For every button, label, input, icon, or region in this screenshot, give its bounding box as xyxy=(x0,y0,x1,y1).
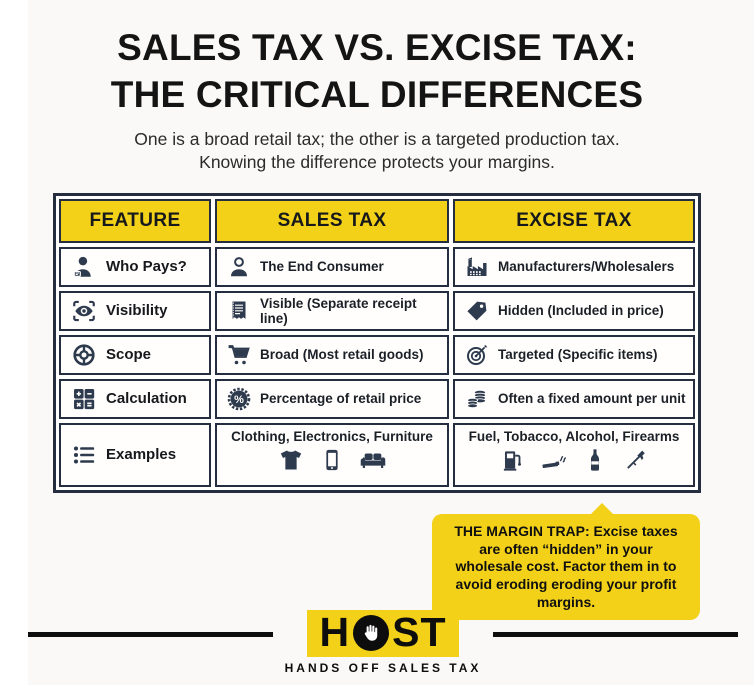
feature-label: Calculation xyxy=(106,390,187,408)
excise-example-icons xyxy=(500,447,649,473)
excise-cell-visibility: Hidden (Included in price) xyxy=(453,290,695,331)
logo-letter-h: H xyxy=(319,609,351,655)
target-icon xyxy=(467,344,488,365)
feature-label: Examples xyxy=(106,446,177,464)
excise-value: Fuel, Tobacco, Alcohol, Firearms xyxy=(468,428,680,444)
sales-value: The End Consumer xyxy=(260,259,384,275)
excise-cell-calculation: Often a fixed amount per unit xyxy=(453,378,695,419)
receipt-icon xyxy=(232,301,246,319)
logo-o-circle xyxy=(353,614,390,651)
excise-value: Targeted (Specific items) xyxy=(498,347,658,363)
title-line-1: SALES TAX VS. EXCISE TAX: xyxy=(117,27,637,68)
visibility-icon xyxy=(73,300,95,322)
margin-trap-callout: THE MARGIN TRAP: Excise taxes are often … xyxy=(432,503,700,621)
page-title: SALES TAX VS. EXCISE TAX: THE CRITICAL D… xyxy=(40,24,714,119)
subtitle-line-2: Knowing the difference protects your mar… xyxy=(199,152,555,173)
column-header-excise-tax: EXCISE TAX xyxy=(453,198,695,243)
lifering-icon xyxy=(73,344,95,366)
subtitle-line-1: One is a broad retail tax; the other is … xyxy=(134,128,620,149)
sales-cell-who-pays: The End Consumer xyxy=(215,246,449,287)
feature-cell-visibility: Visibility xyxy=(59,290,211,331)
sales-example-icons xyxy=(278,447,386,473)
footer-rule-left xyxy=(28,632,273,638)
hand-icon xyxy=(364,624,378,641)
user-icon xyxy=(73,256,91,277)
excise-cell-who-pays: Manufacturers/Wholesalers xyxy=(453,246,695,287)
excise-value: Often a fixed amount per unit xyxy=(498,391,686,407)
sales-cell-examples: Clothing, Electronics, Furniture xyxy=(215,422,449,487)
calculator-icon xyxy=(74,389,95,410)
logo-tagline: HANDS OFF SALES TAX xyxy=(284,661,482,676)
feature-cell-examples: Examples xyxy=(59,422,211,487)
footer: H ST HANDS OFF SALES TAX xyxy=(28,610,738,675)
comparison-table: FEATURE SALES TAX EXCISE TAX Who Pays? T… xyxy=(53,192,701,493)
bottle-icon xyxy=(590,449,599,471)
gaspump-icon xyxy=(503,451,521,471)
footer-rule-right xyxy=(493,632,738,638)
excise-value: Manufacturers/Wholesalers xyxy=(498,259,675,275)
feature-label: Scope xyxy=(106,346,152,364)
host-logo-box: H ST xyxy=(307,609,459,658)
feature-cell-who-pays: Who Pays? xyxy=(59,246,211,287)
svg-text:%: % xyxy=(234,394,244,406)
coins-icon xyxy=(467,389,486,409)
sales-value: Percentage of retail price xyxy=(260,391,422,407)
sales-value: Broad (Most retail goods) xyxy=(260,347,424,363)
feature-cell-calculation: Calculation xyxy=(59,378,211,419)
sales-value: Clothing, Electronics, Furniture xyxy=(231,428,433,444)
sales-cell-visibility: Visible (Separate receipt line) xyxy=(215,290,449,331)
factory-icon xyxy=(467,257,487,276)
cart-icon xyxy=(228,345,250,365)
callout-pointer-up xyxy=(590,503,614,515)
list-icon xyxy=(73,446,95,464)
page-subtitle: One is a broad retail tax; the other is … xyxy=(60,128,694,175)
callout-text: Excise taxes are often “hidden” in your … xyxy=(455,523,678,610)
phone-icon xyxy=(326,449,338,471)
sales-cell-calculation: % Percentage of retail price xyxy=(215,378,449,419)
excise-value: Hidden (Included in price) xyxy=(498,303,664,319)
feature-cell-scope: Scope xyxy=(59,334,211,375)
sales-cell-scope: Broad (Most retail goods) xyxy=(215,334,449,375)
tag-icon xyxy=(467,301,487,321)
excise-cell-examples: Fuel, Tobacco, Alcohol, Firearms xyxy=(453,422,695,487)
feature-label: Who Pays? xyxy=(106,258,187,276)
sales-value: Visible (Separate receipt line) xyxy=(260,295,417,326)
percent-icon: % xyxy=(227,387,251,411)
title-line-2: THE CRITICAL DIFFERENCES xyxy=(110,74,644,116)
consumer-icon xyxy=(231,257,247,277)
feature-label: Visibility xyxy=(106,302,168,320)
tshirt-icon xyxy=(280,450,302,470)
host-logo: H ST HANDS OFF SALES TAX xyxy=(285,610,482,675)
couch-icon xyxy=(360,453,386,468)
rifle-icon xyxy=(626,450,645,469)
column-header-sales-tax: SALES TAX xyxy=(215,198,449,243)
logo-letters-st: ST xyxy=(392,609,447,655)
cigarette-icon xyxy=(541,455,566,468)
column-header-feature: FEATURE xyxy=(59,198,211,243)
excise-cell-scope: Targeted (Specific items) xyxy=(453,334,695,375)
callout-label: THE MARGIN TRAP: xyxy=(454,523,590,539)
